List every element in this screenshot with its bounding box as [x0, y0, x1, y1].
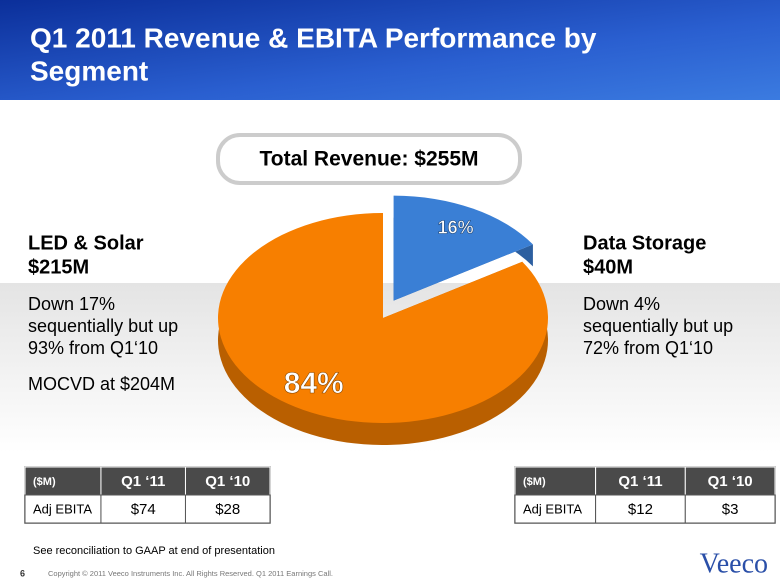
table-header: ($M) [33, 476, 56, 488]
table-cell [595, 494, 686, 524]
pie: 84% 16% [217, 195, 548, 445]
table-header: Q1 ‘10 [708, 473, 753, 490]
table-cell-text: Adj EBITA [33, 501, 92, 516]
table-cell-text: Adj EBITA [523, 501, 582, 516]
table-header-cell [684, 466, 776, 496]
table-cell [684, 494, 776, 524]
segment-name: LED & Solar [28, 232, 144, 254]
segment-note: 93% from Q1‘10 [28, 338, 158, 358]
table-cell-text: $74 [131, 501, 156, 518]
segment-revenue: $215M [28, 256, 89, 278]
table-cell-text: $28 [215, 501, 240, 518]
pie-slice [217, 213, 548, 424]
callout [216, 133, 522, 185]
table-cell [100, 494, 186, 524]
segment-note: 72% from Q1‘10 [583, 338, 713, 358]
table-cell-text: $12 [628, 501, 653, 518]
pie-value-label: 84% [284, 367, 344, 400]
table-header: Q1 ‘11 [618, 473, 662, 490]
copyright: Copyright © 2011 Veeco Instruments Inc. … [48, 569, 333, 578]
segment-note: Down 17% [28, 294, 115, 314]
page-number: 6 [20, 568, 25, 578]
pie-slice [393, 195, 533, 301]
table-header-cell [184, 466, 271, 496]
segment-note: Down 4% [583, 294, 660, 314]
header-band [0, 0, 780, 100]
segment-note: sequentially but up [583, 316, 733, 336]
table-cell-text: $3 [722, 501, 739, 518]
segment-revenue: $40M [583, 256, 633, 278]
table-header: Q1 ‘11 [121, 473, 165, 490]
logo: Veeco [700, 548, 768, 579]
segment-note: sequentially but up [28, 316, 178, 336]
table-header: Q1 ‘10 [205, 473, 250, 490]
pie-title: Total Revenue: $255M [259, 148, 478, 171]
table-cell [514, 494, 597, 524]
table-header-cell [514, 466, 597, 496]
pie-value-label: 16% [438, 218, 474, 238]
title: Q1 2011 Revenue & EBITA Performance by [30, 22, 597, 53]
table-header: ($M) [523, 476, 546, 488]
segment-note: MOCVD at $204M [28, 374, 175, 394]
table-cell [184, 494, 271, 524]
table-cell [24, 494, 102, 524]
table-header-cell [595, 466, 686, 496]
footnote: See reconciliation to GAAP at end of pre… [33, 545, 275, 557]
segment-name: Data Storage [583, 232, 706, 254]
title: Segment [30, 55, 148, 86]
